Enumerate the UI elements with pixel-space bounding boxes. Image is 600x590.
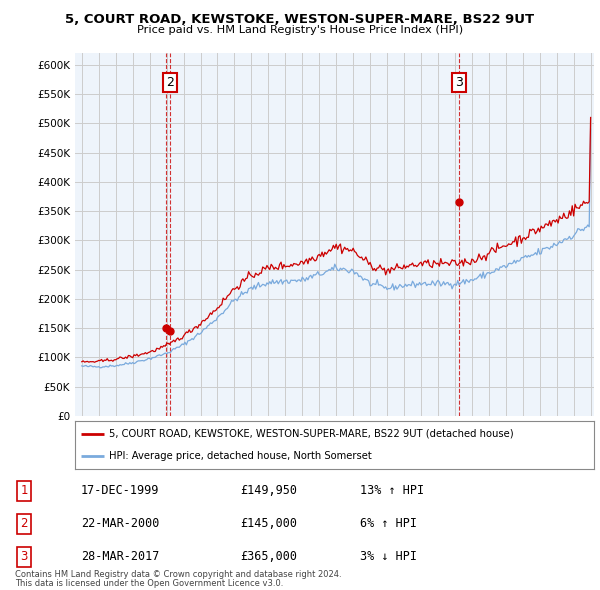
Text: Contains HM Land Registry data © Crown copyright and database right 2024.: Contains HM Land Registry data © Crown c… bbox=[15, 571, 341, 579]
Text: 22-MAR-2000: 22-MAR-2000 bbox=[81, 517, 160, 530]
Text: 1: 1 bbox=[20, 484, 28, 497]
Text: HPI: Average price, detached house, North Somerset: HPI: Average price, detached house, Nort… bbox=[109, 451, 371, 461]
Text: 13% ↑ HPI: 13% ↑ HPI bbox=[360, 484, 424, 497]
Text: 17-DEC-1999: 17-DEC-1999 bbox=[81, 484, 160, 497]
Text: 2: 2 bbox=[20, 517, 28, 530]
Text: 6% ↑ HPI: 6% ↑ HPI bbox=[360, 517, 417, 530]
Text: £145,000: £145,000 bbox=[240, 517, 297, 530]
Text: Price paid vs. HM Land Registry's House Price Index (HPI): Price paid vs. HM Land Registry's House … bbox=[137, 25, 463, 35]
Text: 3: 3 bbox=[455, 76, 463, 89]
Text: 5, COURT ROAD, KEWSTOKE, WESTON-SUPER-MARE, BS22 9UT (detached house): 5, COURT ROAD, KEWSTOKE, WESTON-SUPER-MA… bbox=[109, 429, 514, 439]
Text: 3% ↓ HPI: 3% ↓ HPI bbox=[360, 550, 417, 563]
Text: 3: 3 bbox=[20, 550, 28, 563]
Text: This data is licensed under the Open Government Licence v3.0.: This data is licensed under the Open Gov… bbox=[15, 579, 283, 588]
Text: 2: 2 bbox=[166, 76, 174, 89]
Text: 5, COURT ROAD, KEWSTOKE, WESTON-SUPER-MARE, BS22 9UT: 5, COURT ROAD, KEWSTOKE, WESTON-SUPER-MA… bbox=[65, 13, 535, 26]
Text: 28-MAR-2017: 28-MAR-2017 bbox=[81, 550, 160, 563]
Text: £365,000: £365,000 bbox=[240, 550, 297, 563]
Text: £149,950: £149,950 bbox=[240, 484, 297, 497]
